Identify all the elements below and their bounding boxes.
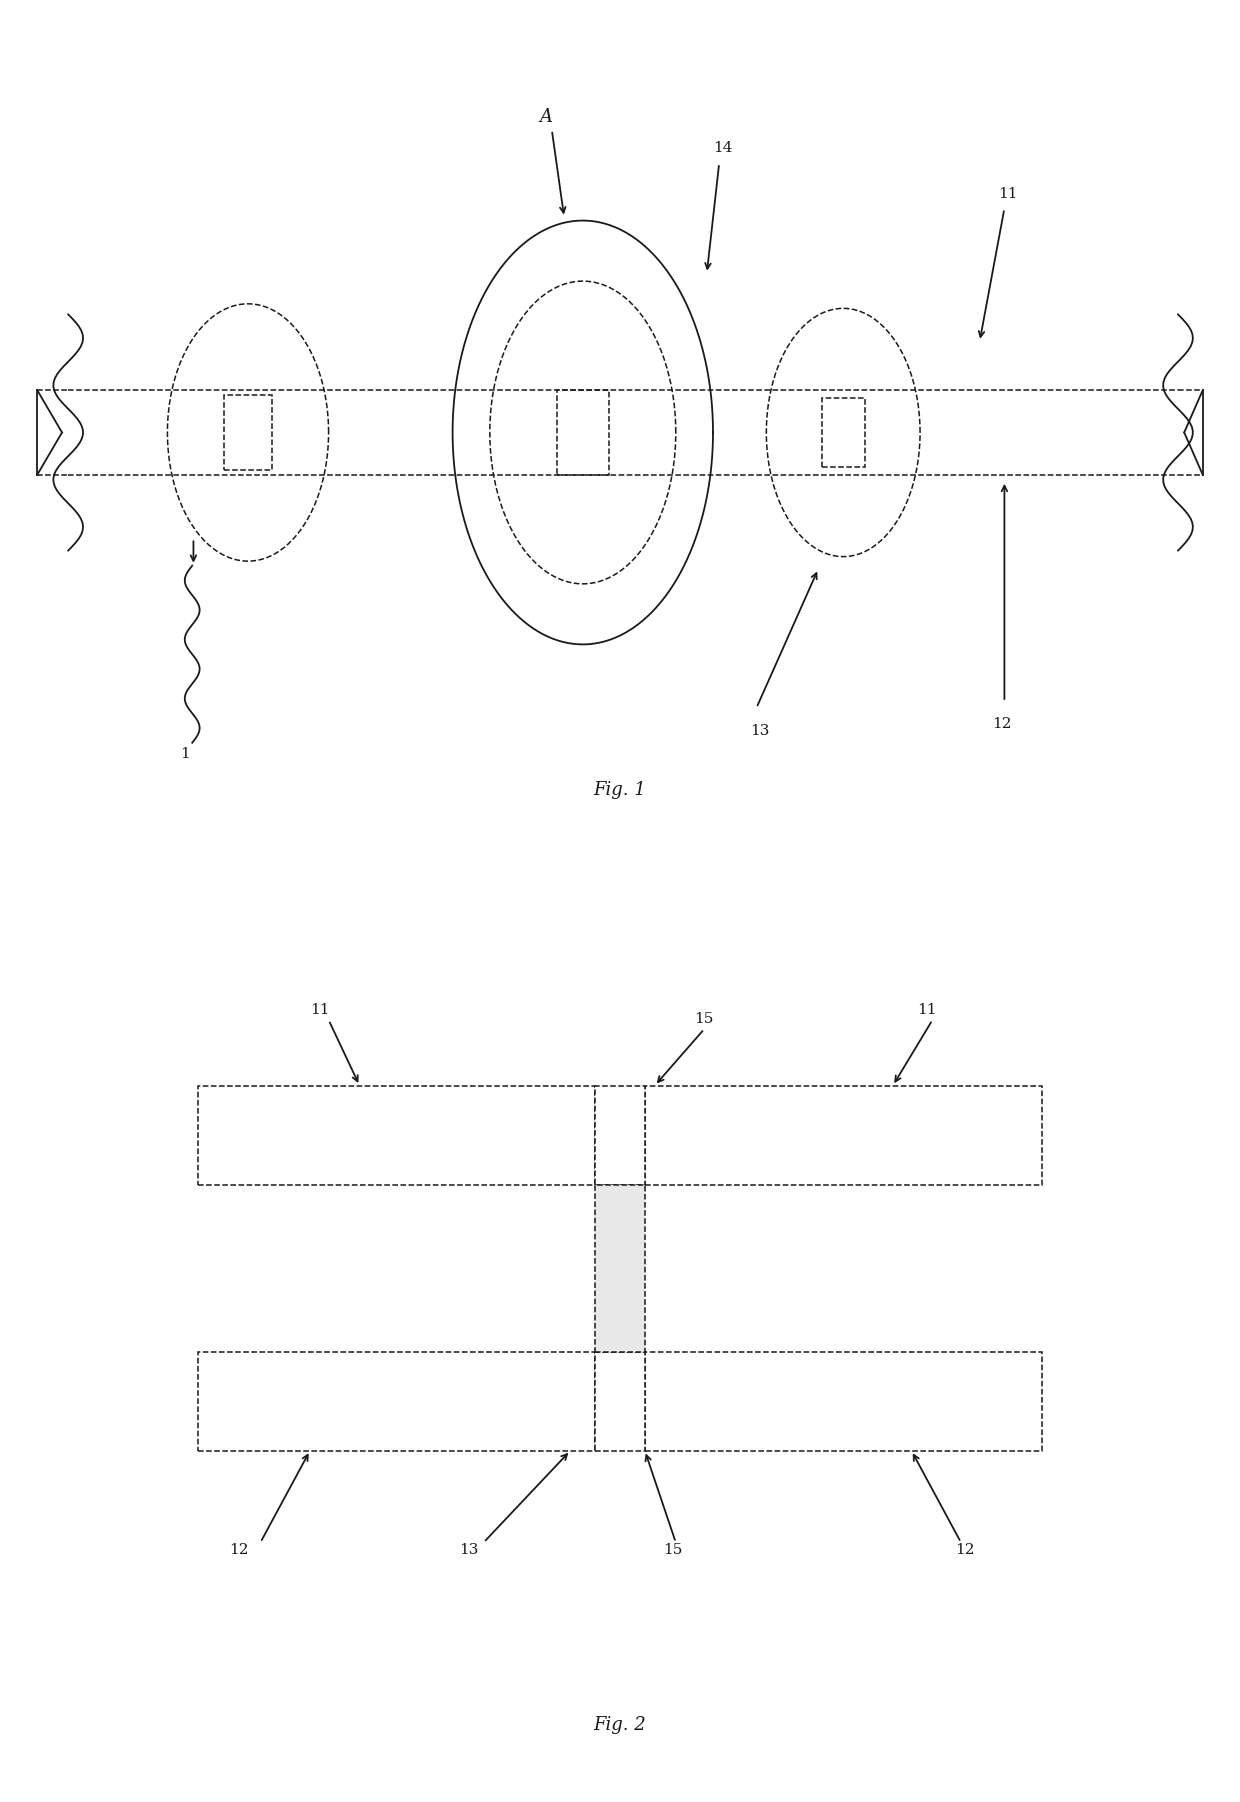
Bar	[595, 1352, 645, 1451]
Text: 15: 15	[694, 1011, 714, 1025]
Text: 12: 12	[229, 1543, 249, 1557]
Bar	[198, 1085, 595, 1186]
Bar	[198, 1352, 595, 1451]
Bar	[557, 389, 609, 476]
Bar	[595, 1085, 645, 1186]
Text: 11: 11	[918, 1002, 937, 1016]
Text: 14: 14	[713, 141, 733, 155]
Text: Fig. 1: Fig. 1	[594, 780, 646, 798]
Text: 13: 13	[459, 1543, 479, 1557]
Text: Fig. 2: Fig. 2	[594, 1717, 646, 1734]
Text: 13: 13	[750, 724, 770, 739]
Text: 11: 11	[998, 187, 1018, 200]
Bar	[821, 398, 866, 467]
Bar	[224, 395, 272, 470]
Text: A: A	[539, 108, 552, 126]
Bar	[645, 1352, 1042, 1451]
Text: 11: 11	[310, 1002, 330, 1016]
Text: 12: 12	[992, 717, 1012, 730]
Bar	[645, 1085, 1042, 1186]
Bar	[595, 1186, 645, 1352]
Text: 1: 1	[180, 746, 190, 760]
Text: 12: 12	[955, 1543, 975, 1557]
Text: 15: 15	[663, 1543, 683, 1557]
